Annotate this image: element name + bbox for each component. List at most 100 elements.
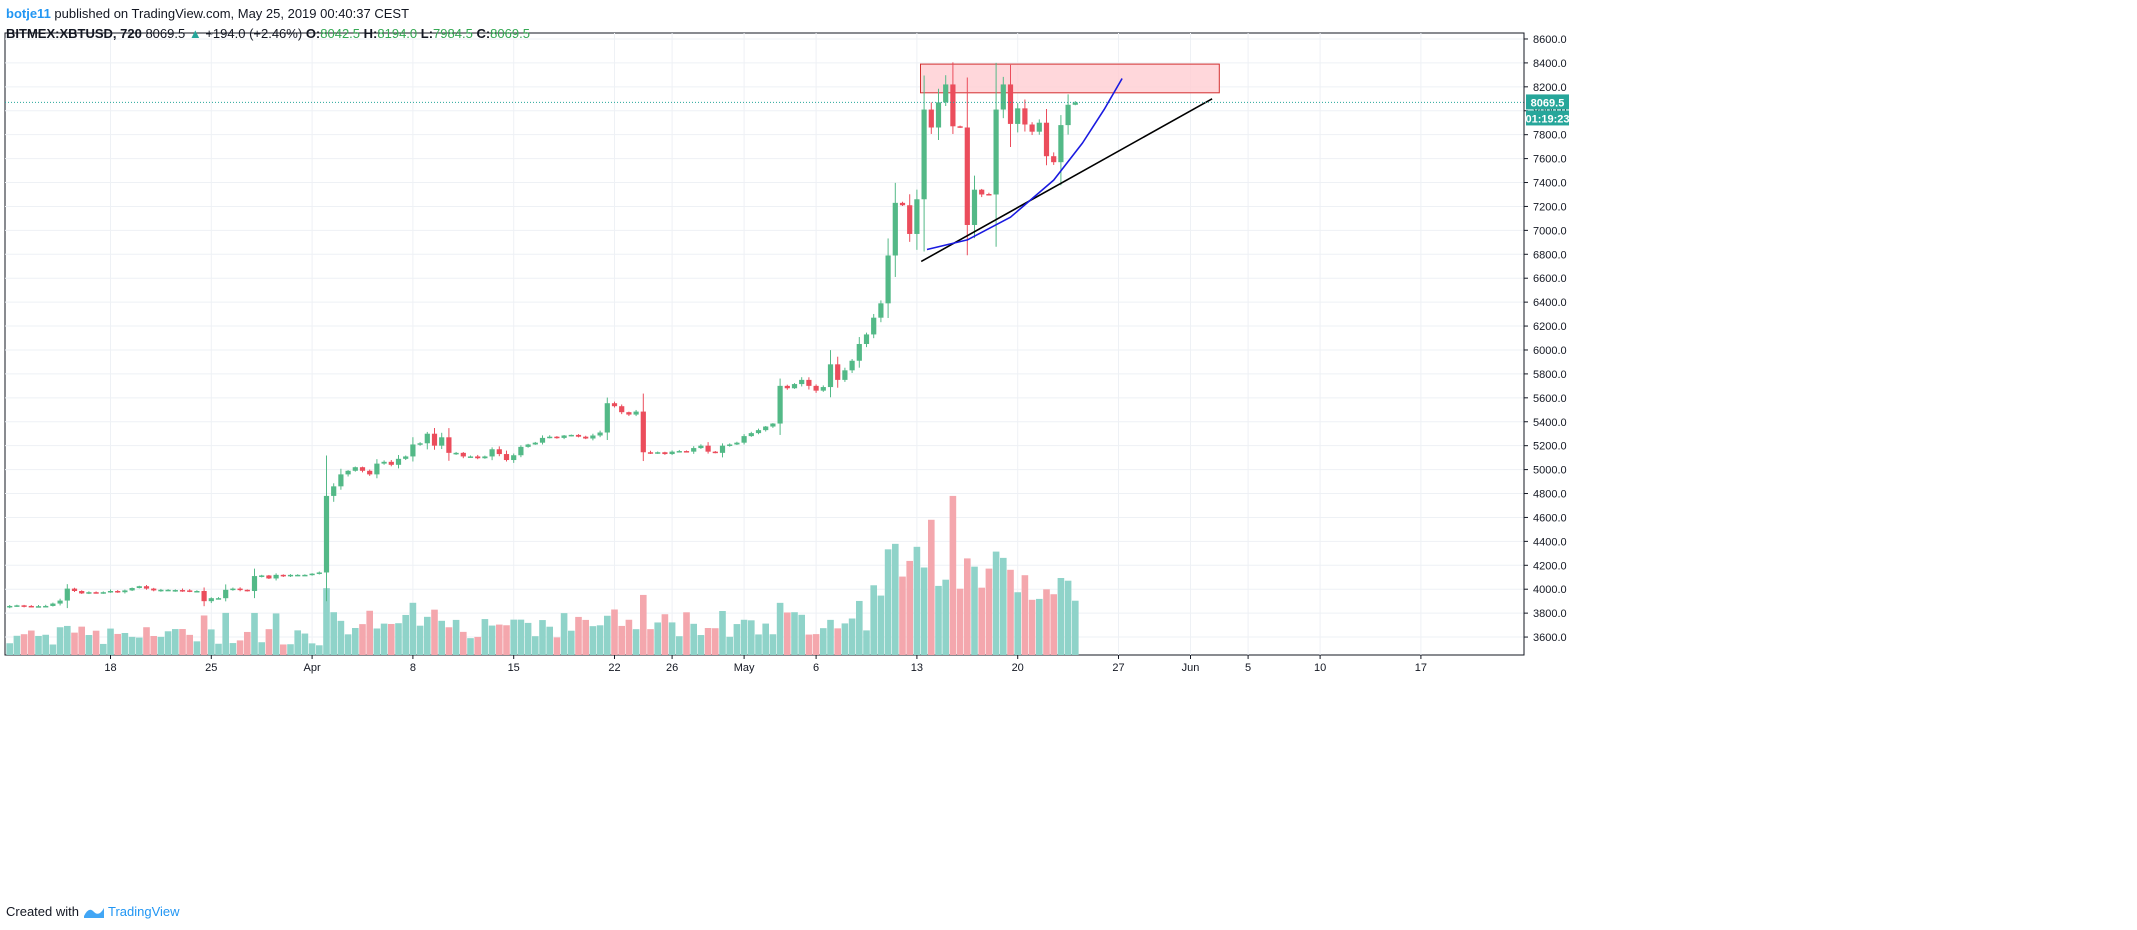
candle-up (755, 430, 762, 434)
countdown-badge (1526, 110, 1569, 126)
y-tick-label: 4000.0 (1533, 584, 1567, 596)
volume-bar (834, 628, 841, 655)
candle-down (705, 445, 711, 452)
volume-bar (647, 629, 654, 655)
volume-bar (913, 546, 921, 655)
volume-bar (928, 519, 935, 655)
candle-up (892, 202, 898, 256)
volume-bar (78, 626, 85, 655)
tradingview-link[interactable]: TradingView (83, 902, 180, 922)
candle-up (827, 364, 834, 388)
y-tick-label: 6600.0 (1533, 273, 1567, 285)
volume-bar (906, 560, 913, 655)
candle-down (950, 84, 956, 127)
candle-up (57, 600, 63, 604)
volume-bar (467, 638, 474, 655)
change-arrow-icon: ▲ (188, 26, 202, 41)
candle-down (496, 449, 502, 455)
volume-bar (193, 641, 201, 655)
candle-down (907, 205, 913, 234)
volume-bar (143, 627, 150, 655)
y-tick-label: 6000.0 (1533, 345, 1567, 357)
y-tick-label: 5200.0 (1533, 441, 1567, 453)
candle-up (669, 451, 675, 455)
candle-up (374, 463, 380, 475)
volume-bar (337, 620, 345, 655)
publish-line: botje11 published on TradingView.com, Ma… (6, 4, 530, 24)
volume-bar (424, 616, 431, 655)
candle-up (395, 458, 402, 465)
y-tick-label: 7800.0 (1533, 130, 1567, 142)
open-value: 8042.5 (320, 26, 361, 41)
candle-up (323, 495, 330, 573)
candle-down (1007, 84, 1014, 124)
high-label: H: (363, 26, 378, 41)
candle-up (597, 432, 603, 436)
x-tick-label: 8 (410, 662, 416, 674)
volume-bar (150, 635, 157, 655)
candle-down (93, 592, 99, 594)
volume-bar (323, 588, 330, 655)
candle-down (237, 588, 243, 591)
volume-bar (798, 614, 805, 655)
candle-down (554, 436, 560, 439)
x-tick-label: Jun (1182, 662, 1200, 674)
y-tick-label: 3800.0 (1533, 608, 1567, 620)
author-link[interactable]: botje11 (6, 6, 51, 21)
candle-up (1072, 102, 1078, 105)
volume-bar (877, 595, 885, 655)
y-tick-label: 5400.0 (1533, 417, 1567, 429)
candle-up (842, 370, 848, 380)
volume-bar (1043, 589, 1050, 655)
volume-bar (280, 644, 287, 655)
y-tick-label: 7400.0 (1533, 178, 1567, 190)
candle-down (619, 406, 625, 413)
candle-up (345, 470, 351, 475)
candle-up (525, 444, 531, 447)
candle-up (791, 384, 798, 389)
volume-bar (287, 644, 294, 655)
candle-down (806, 379, 812, 386)
parabolic-curve (926, 78, 1123, 251)
y-tick-label: 5600.0 (1533, 393, 1567, 405)
volume-bar (1064, 580, 1072, 655)
candle-down (446, 437, 452, 453)
candle-up (86, 592, 92, 594)
volume-bar (539, 620, 546, 655)
volume-bar (1072, 600, 1079, 655)
volume-bar (352, 627, 359, 655)
candle-up (287, 574, 294, 577)
chart-header: botje11 published on TradingView.com, Ma… (6, 4, 530, 44)
volume-bar (978, 587, 985, 655)
volume-bar (1036, 598, 1043, 655)
candle-up (727, 444, 733, 446)
x-tick-label: May (734, 662, 755, 674)
volume-bar (100, 643, 107, 655)
volume-bar (820, 628, 827, 655)
volume-bar (215, 643, 222, 655)
x-tick-label: 22 (608, 662, 620, 674)
tradingview-brand-text: TradingView (107, 904, 180, 919)
y-tick-label: 7600.0 (1533, 154, 1567, 166)
volume-bar (812, 634, 820, 655)
resistance-zone (920, 63, 1220, 94)
chart-axes: 3600.0 3800.0 4000.0 4200.0 4400.0 4600.0 4800… (104, 33, 1570, 674)
candle-down (583, 436, 589, 439)
volume-bar (661, 614, 669, 655)
candle-up (799, 379, 805, 385)
candle-down (640, 411, 646, 453)
volume-bar (1000, 557, 1007, 655)
volume-bar (560, 613, 568, 655)
volume-bar (445, 627, 453, 655)
candle-up (352, 467, 358, 471)
candle-up (633, 411, 639, 415)
candle-down (475, 456, 481, 459)
volume-bar (488, 625, 496, 655)
close-label: C: (476, 26, 491, 41)
volume-bar (35, 635, 42, 655)
x-tick-label: 26 (666, 662, 678, 674)
volume-bar (625, 619, 633, 655)
candle-up (165, 589, 171, 592)
candle-down (431, 433, 438, 446)
